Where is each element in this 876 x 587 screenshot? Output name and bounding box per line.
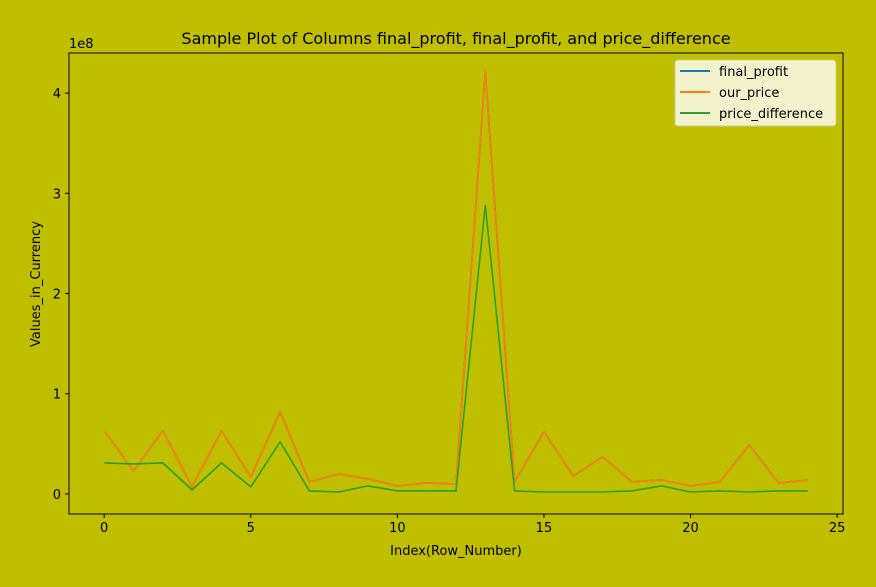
x-tick-label: 0 [100, 521, 108, 536]
y-axis-offset-label: 1e8 [69, 37, 94, 52]
legend-label: our_price [719, 86, 779, 101]
legend-label: price_difference [719, 107, 823, 122]
x-axis-ticks: 0 5 10 15 20 25 [100, 514, 845, 536]
plot-area [68, 52, 844, 515]
chart-title: Sample Plot of Columns final_profit, fin… [181, 29, 730, 49]
x-tick-label: 10 [389, 521, 406, 536]
y-tick-label: 0 [53, 488, 61, 503]
y-tick-label: 2 [53, 288, 61, 303]
x-tick-label: 25 [829, 521, 846, 536]
series-layer [103, 71, 808, 493]
legend-label: final_profit [719, 65, 788, 80]
axes-frame [68, 52, 844, 515]
legend-box [674, 59, 837, 127]
series-line-price-difference [104, 204, 808, 493]
x-tick-label: 15 [536, 521, 553, 536]
legend: final_profit our_price price_difference [674, 59, 837, 127]
x-tick-label: 5 [247, 521, 255, 536]
x-axis-label: Index(Row_Number) [390, 544, 522, 559]
y-tick-label: 1 [53, 388, 61, 403]
y-tick-label: 4 [53, 87, 61, 102]
y-axis-label: Values_in_Currency [29, 221, 44, 347]
y-tick-label: 3 [53, 187, 61, 202]
x-tick-label: 20 [682, 521, 699, 536]
y-axis-ticks: 0 1 2 3 4 [53, 87, 69, 503]
